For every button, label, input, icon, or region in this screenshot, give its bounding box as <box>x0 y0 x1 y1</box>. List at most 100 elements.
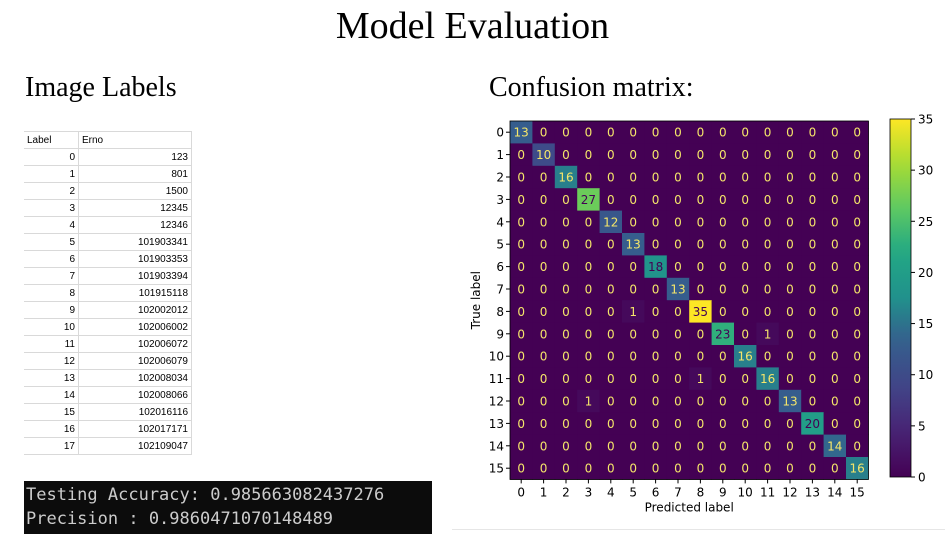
matrix-cell <box>778 143 802 167</box>
matrix-cell <box>666 210 690 234</box>
cell-value-label: 0 <box>674 350 682 364</box>
matrix-cell <box>823 255 847 279</box>
matrix-cell <box>823 277 847 301</box>
table-header-row: Label Erno <box>24 131 192 149</box>
cell-value-label: 0 <box>809 193 817 207</box>
cell-value-label: 0 <box>540 350 548 364</box>
y-tick-label: 5 <box>496 238 504 252</box>
matrix-cell <box>823 188 847 211</box>
y-tick-label: 2 <box>496 171 504 185</box>
cell-value-label: 0 <box>831 372 839 386</box>
x-tick-label: 11 <box>760 485 775 499</box>
matrix-cell <box>532 457 556 480</box>
erno-cell: 102002012 <box>78 301 192 319</box>
matrix-cell <box>846 434 869 458</box>
cell-value-label: 0 <box>809 439 817 453</box>
cell-value-label: 0 <box>786 350 794 364</box>
matrix-cell <box>532 345 556 368</box>
y-tick-label: 9 <box>496 327 504 341</box>
cell-value-label: 0 <box>764 305 772 319</box>
cell-value-label: 0 <box>831 305 839 319</box>
matrix-cell <box>778 255 802 279</box>
cell-value-label: 0 <box>786 193 794 207</box>
matrix-cell <box>510 165 533 189</box>
cell-value-label: 0 <box>607 395 615 409</box>
cell-value-label: 0 <box>674 148 682 162</box>
matrix-cell <box>599 457 623 480</box>
cell-value-label: 0 <box>562 193 570 207</box>
table-row: 5 101903341 <box>24 233 192 251</box>
matrix-cell <box>801 121 824 144</box>
cell-value-label: 0 <box>719 350 727 364</box>
matrix-cell <box>554 345 578 368</box>
cell-value-label: 0 <box>517 372 525 386</box>
matrix-cell <box>644 143 668 167</box>
matrix-cell <box>711 165 735 189</box>
cell-value-label: 0 <box>831 193 839 207</box>
cell-value-label: 0 <box>741 395 749 409</box>
matrix-cell <box>711 210 735 234</box>
cell-value-label: 0 <box>652 350 660 364</box>
matrix-cell <box>711 434 735 458</box>
erno-cell: 101903353 <box>78 250 192 268</box>
cell-value-label: 0 <box>607 350 615 364</box>
matrix-cell <box>599 345 623 368</box>
label-table-body: 0 123 1 801 2 1500 3 12345 4 12346 5 101903341 6 1019… <box>24 148 192 455</box>
matrix-cell <box>711 233 735 256</box>
table-row: 9 102002012 <box>24 301 192 319</box>
cell-value-label: 0 <box>652 283 660 297</box>
cell-value-label: 0 <box>853 439 861 453</box>
erno-cell: 1500 <box>78 182 192 200</box>
y-tick-label: 6 <box>496 260 504 274</box>
matrix-cell <box>510 412 533 435</box>
cell-value-label: 0 <box>741 238 749 252</box>
matrix-cell <box>644 210 668 234</box>
matrix-cell <box>734 457 757 480</box>
cell-value-label: 0 <box>585 171 593 185</box>
cell-value-label: 0 <box>607 462 615 476</box>
confusion-matrix-heading: Confusion matrix: <box>489 72 694 103</box>
matrix-cell <box>666 143 690 167</box>
cell-value-label: 0 <box>629 126 637 140</box>
matrix-cell <box>734 210 757 234</box>
matrix-cell <box>532 367 556 391</box>
x-tick-label: 12 <box>782 485 797 499</box>
matrix-cell <box>554 434 578 458</box>
matrix-cell <box>778 188 802 211</box>
matrix-cell <box>801 233 824 256</box>
matrix-cell <box>532 412 556 435</box>
matrix-cell <box>510 210 533 234</box>
cell-value-label: 0 <box>585 260 593 274</box>
matrix-cell <box>846 412 869 435</box>
matrix-cell <box>510 345 533 368</box>
erno-column-header: Erno <box>78 131 192 149</box>
matrix-cell <box>666 322 690 346</box>
cell-value-label: 0 <box>607 327 615 341</box>
testing-accuracy-line: Testing Accuracy: 0.985663082437276 <box>26 485 385 505</box>
matrix-cell <box>846 345 869 368</box>
matrix-cell <box>622 345 645 368</box>
x-axis-label: Predicted label <box>645 500 734 514</box>
matrix-cell <box>846 121 869 144</box>
cell-value-label: 0 <box>831 462 839 476</box>
cell-value-label: 0 <box>562 215 570 229</box>
matrix-cell <box>644 277 668 301</box>
matrix-cell <box>666 300 690 323</box>
matrix-cell <box>823 367 847 391</box>
matrix-cell <box>734 300 757 323</box>
label-cell: 14 <box>24 386 79 404</box>
matrix-cell <box>778 233 802 256</box>
matrix-cell <box>510 121 533 144</box>
matrix-cell <box>510 457 533 480</box>
matrix-cell <box>622 389 645 413</box>
cell-value-label: 20 <box>805 417 820 431</box>
matrix-cell <box>599 434 623 458</box>
cell-value-label: 0 <box>831 215 839 229</box>
matrix-cell <box>577 367 600 391</box>
cell-value-label: 0 <box>652 193 660 207</box>
cell-value-label: 0 <box>764 283 772 297</box>
cell-value-label: 0 <box>741 193 749 207</box>
y-tick-label: 3 <box>496 193 504 207</box>
matrix-cell <box>734 277 757 301</box>
cell-value-label: 0 <box>585 305 593 319</box>
